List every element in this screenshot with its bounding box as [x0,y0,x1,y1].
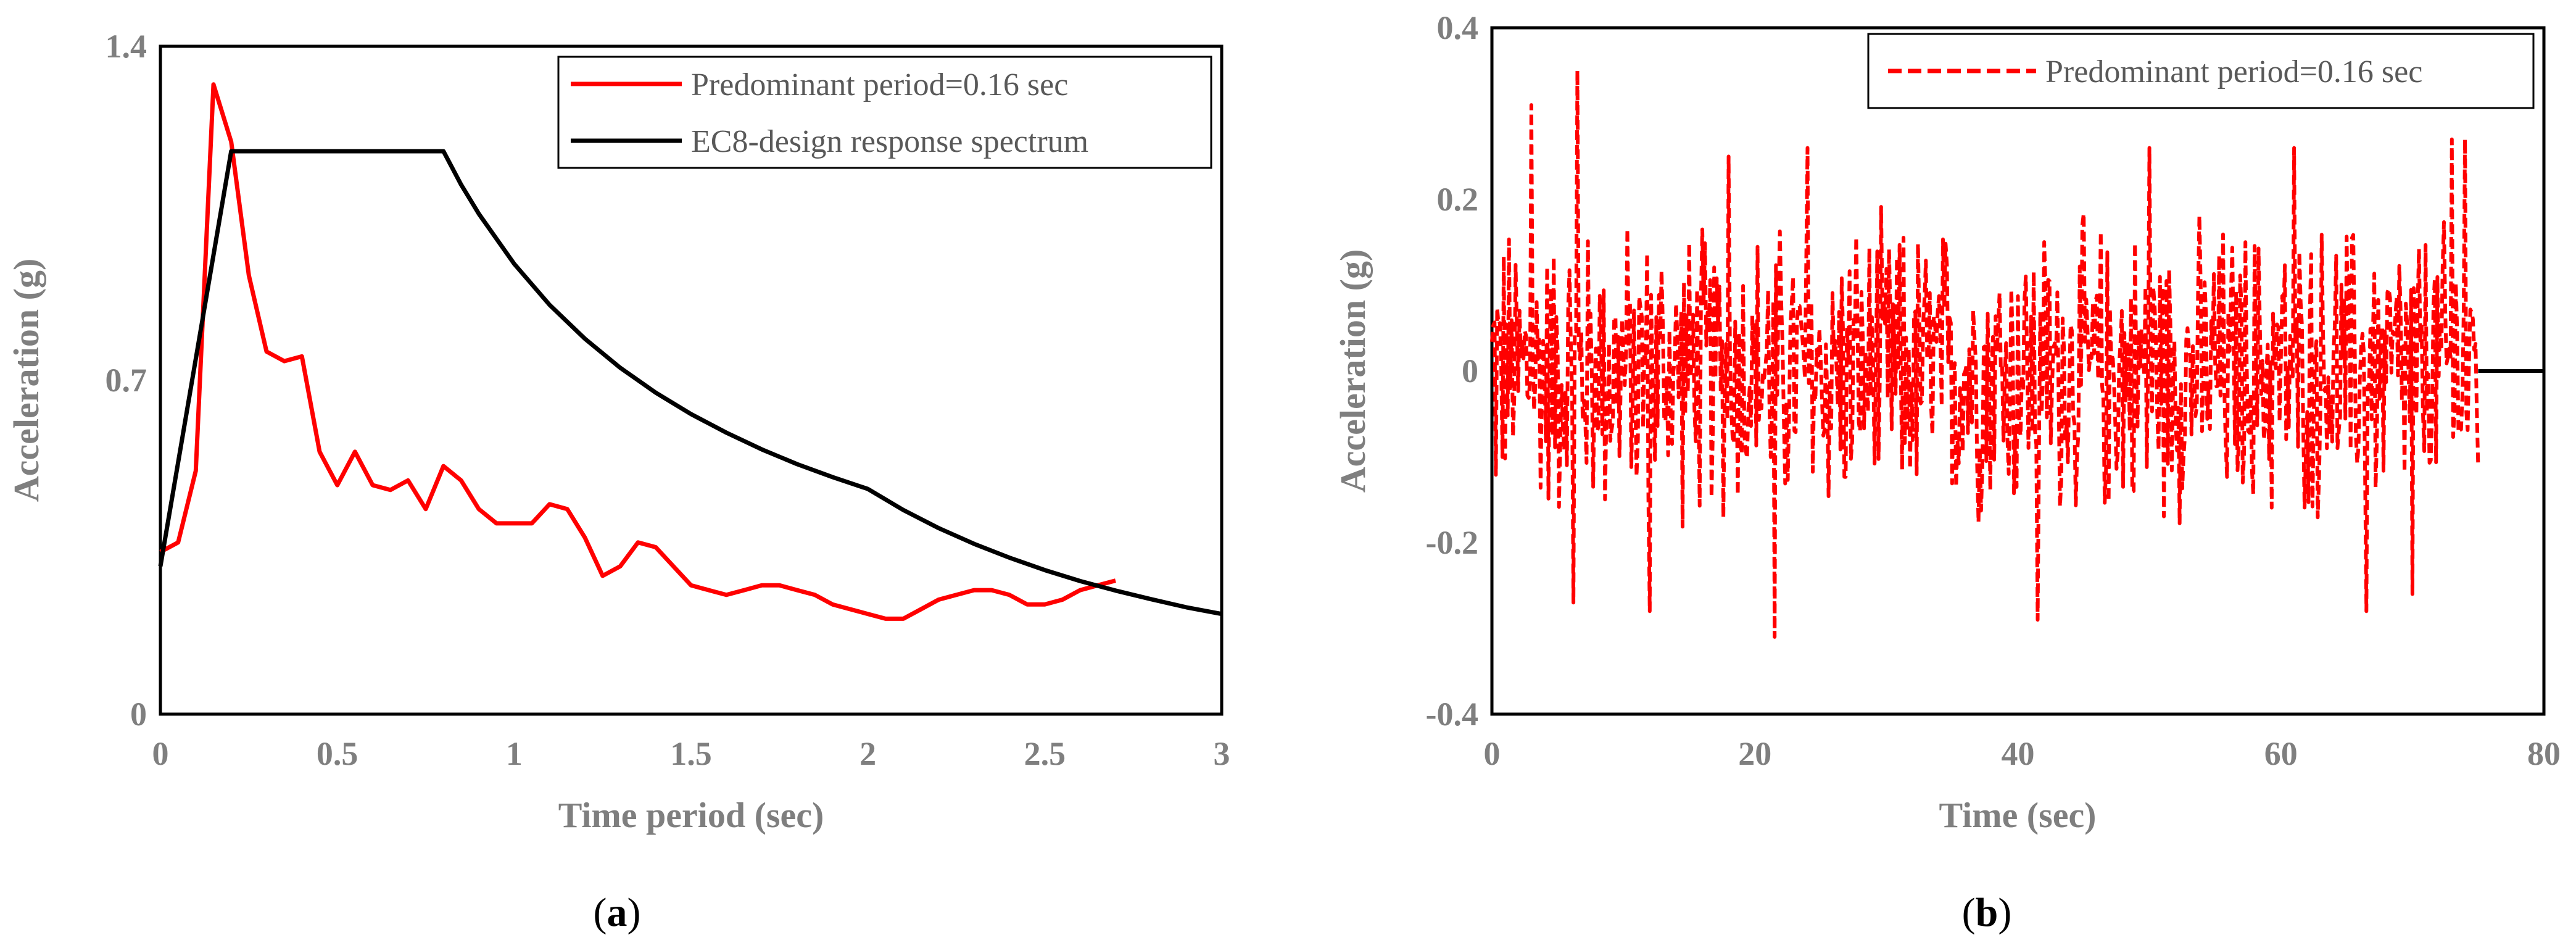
y-tick-label: 0 [130,696,147,733]
x-axis-title-b: Time (sec) [1939,795,2097,835]
caption-letter-a: a [607,890,627,935]
y-tick-label: -0.4 [1426,696,1478,733]
legend-a: Predominant period=0.16 sec EC8-design r… [557,56,1212,169]
caption-letter-b: b [1976,890,1998,935]
x-tick-label: 3 [1214,735,1230,772]
series-group-a [158,82,1222,621]
tick-labels-a: 0 0.5 1 1.5 2 2.5 3 0 0.7 1.4 [106,28,1230,772]
y-tick-label: 0 [1462,352,1478,389]
y-tick-label: 0.4 [1437,9,1479,46]
y-tick-label: 0.7 [106,362,147,399]
legend-box-a [557,56,1212,169]
legend-label-predominant-a: Predominant period=0.16 sec [691,67,1068,102]
caption-b: (b) [1962,890,2012,935]
series-line-predominant [1490,69,2480,639]
plot-frame-a [159,44,1224,716]
x-tick-label: 1.5 [670,735,712,772]
y-axis-title-b: Acceleration (g) [1333,249,1373,493]
series-line-ec8 [158,149,1222,617]
y-tick-label: 0.2 [1437,181,1479,218]
x-tick-label: 80 [2527,735,2561,772]
chart-panel-b: 0 20 40 60 80 -0.4 -0.2 0 0.2 0.4 Time (sec) Acce… [1333,9,2561,935]
y-axis-title-a: Acceleration (g) [6,259,46,502]
x-tick-label: 1 [506,735,523,772]
y-tick-label: -0.2 [1426,524,1478,561]
x-tick-label: 0 [1484,735,1501,772]
x-tick-label: 0 [152,735,169,772]
caption-a: (a) [594,890,641,935]
x-tick-label: 0.5 [317,735,358,772]
legend-b: Predominant period=0.16 sec [1867,33,2535,109]
x-tick-label: 40 [2002,735,2035,772]
tick-labels-b: 0 20 40 60 80 -0.4 -0.2 0 0.2 0.4 [1426,9,2561,772]
x-tick-label: 2.5 [1024,735,1066,772]
x-axis-title-a: Time period (sec) [558,795,824,835]
x-tick-label: 2 [859,735,876,772]
legend-label-predominant-b: Predominant period=0.16 sec [2045,54,2422,90]
legend-label-ec8-a: EC8-design response spectrum [691,124,1088,159]
series-line-predominant [159,82,1116,621]
series-group-b [1490,69,2544,639]
y-tick-label: 1.4 [106,28,147,65]
x-tick-label: 20 [1738,735,1771,772]
x-tick-label: 60 [2264,735,2298,772]
chart-panel-a: 0 0.5 1 1.5 2 2.5 3 0 0.7 1.4 Time period (sec) A… [6,28,1230,935]
